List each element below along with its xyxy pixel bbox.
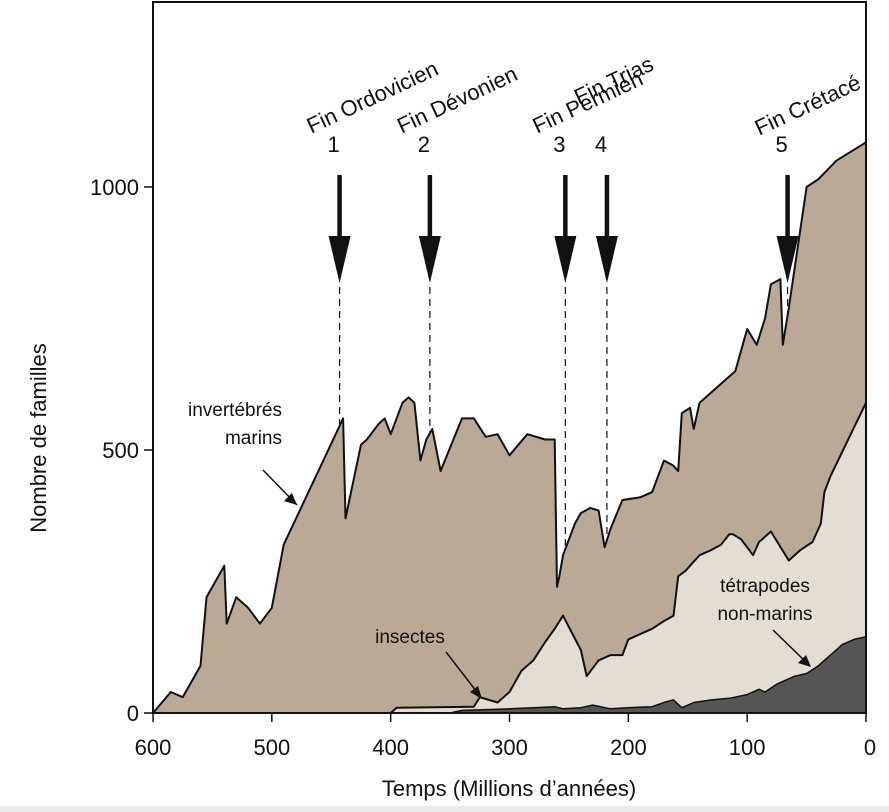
annotation-invertebres-arrowhead bbox=[284, 493, 297, 505]
event-arrowhead bbox=[328, 236, 351, 283]
y-axis-ticks: 0 500 1000 bbox=[90, 175, 153, 726]
event-arrowhead bbox=[554, 236, 577, 283]
x-tick-label: 400 bbox=[372, 735, 409, 760]
annotation-invertebres-line1: invertébrés bbox=[188, 400, 282, 421]
annotation-invertebres-line2: marins bbox=[225, 428, 282, 449]
event-number: 2 bbox=[418, 132, 430, 157]
event-number: 5 bbox=[775, 132, 787, 157]
area-insectes bbox=[153, 401, 866, 713]
y-tick-label: 0 bbox=[127, 701, 139, 726]
annotation-insectes: insectes bbox=[375, 627, 482, 699]
x-tick-label: 200 bbox=[610, 735, 647, 760]
bottom-strip bbox=[0, 806, 889, 812]
event-arrowhead bbox=[418, 236, 441, 283]
x-tick-label: 600 bbox=[135, 735, 172, 760]
y-tick-label: 1000 bbox=[90, 175, 139, 200]
annotation-tetrapodes-arrowhead bbox=[798, 655, 811, 667]
y-axis-title: Nombre de familles bbox=[26, 343, 51, 533]
x-tick-label: 0 bbox=[864, 735, 876, 760]
event-arrowhead bbox=[595, 236, 618, 283]
annotation-tetrapodes-line1: tétrapodes bbox=[720, 576, 810, 597]
event-number: 1 bbox=[327, 132, 339, 157]
annotation-insectes-pointer bbox=[445, 651, 481, 697]
event-number: 4 bbox=[595, 132, 607, 157]
annotation-tetrapodes: tétrapodes non-marins bbox=[717, 576, 813, 667]
x-tick-label: 300 bbox=[491, 735, 528, 760]
annotation-insectes-arrowhead bbox=[470, 686, 482, 699]
area-tetrapodes-non-marins bbox=[153, 635, 866, 713]
x-axis-ticks: 600 500 400 300 200 100 0 bbox=[135, 713, 876, 760]
annotation-tetrapodes-pointer bbox=[772, 629, 809, 665]
x-tick-label: 500 bbox=[253, 735, 290, 760]
annotation-tetrapodes-line2: non-marins bbox=[717, 604, 812, 625]
annotation-insectes-text: insectes bbox=[375, 627, 445, 648]
annotation-invertebres: invertébrés marins bbox=[188, 400, 298, 506]
x-tick-label: 100 bbox=[729, 735, 766, 760]
y-tick-label: 500 bbox=[102, 438, 139, 463]
event-number: 3 bbox=[553, 132, 565, 157]
event-arrowhead bbox=[776, 236, 799, 283]
x-axis-title: Temps (Millions d’années) bbox=[382, 776, 636, 801]
